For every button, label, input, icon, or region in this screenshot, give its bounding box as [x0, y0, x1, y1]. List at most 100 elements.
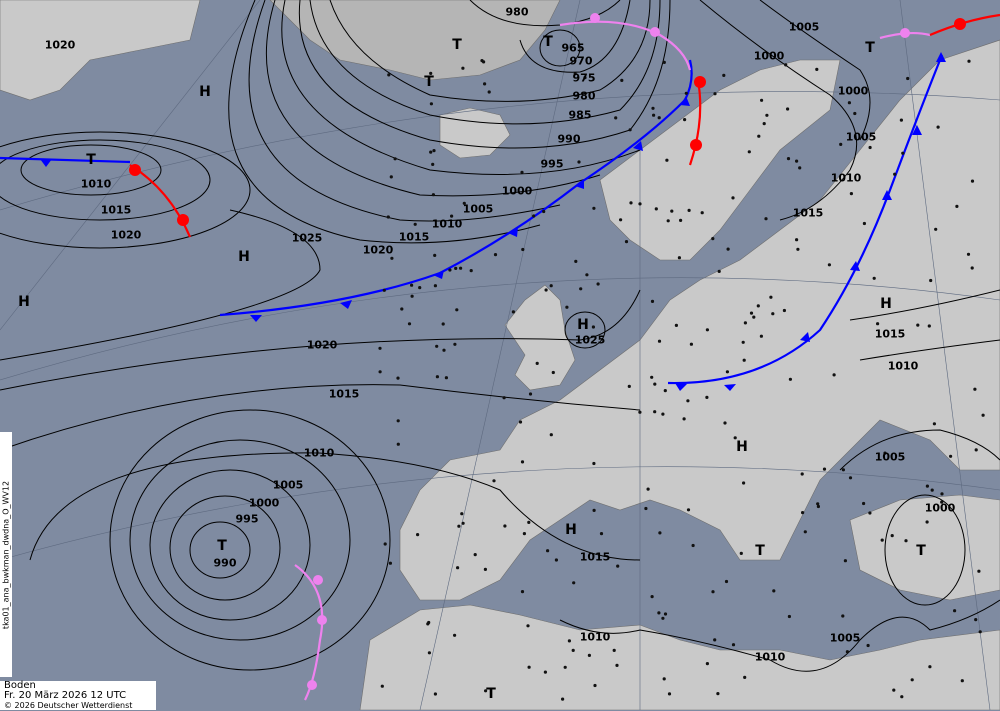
station-marker — [772, 589, 776, 593]
isobar — [228, 0, 541, 244]
station-marker — [542, 209, 546, 214]
station-marker — [973, 387, 977, 391]
station-marker — [577, 160, 581, 164]
isobar-label: 1005 — [874, 450, 906, 464]
station-marker — [742, 481, 746, 485]
station-marker — [841, 614, 845, 618]
station-marker — [955, 204, 959, 208]
low-pressure-center: T — [452, 37, 462, 53]
station-marker — [936, 125, 940, 129]
station-marker — [868, 511, 872, 515]
isobar-label: 1000 — [753, 49, 785, 63]
station-marker — [426, 622, 430, 626]
station-marker — [628, 128, 632, 132]
station-marker — [662, 677, 666, 681]
station-marker — [431, 193, 435, 197]
isobar-label: 1000 — [501, 184, 533, 198]
station-marker — [743, 675, 747, 680]
station-marker — [591, 325, 596, 329]
station-marker — [716, 692, 720, 696]
station-marker — [687, 208, 691, 212]
station-marker — [679, 218, 683, 222]
station-marker — [383, 542, 387, 546]
valid-time: Fr. 20 März 2026 12 UTC — [4, 690, 127, 701]
station-marker — [653, 410, 657, 414]
station-marker — [974, 618, 978, 622]
station-marker — [927, 324, 931, 328]
station-marker — [929, 278, 933, 283]
station-marker — [543, 670, 548, 674]
isobar — [20, 144, 162, 196]
station-marker — [800, 472, 804, 476]
station-marker — [520, 170, 524, 174]
turkey — [849, 494, 1000, 601]
isobar — [329, 0, 651, 102]
iceland — [439, 107, 511, 159]
station-marker — [711, 590, 715, 594]
station-marker — [848, 476, 853, 480]
station-marker — [432, 149, 436, 153]
station-marker — [502, 396, 506, 400]
station-marker — [953, 609, 957, 613]
station-marker — [612, 648, 616, 653]
station-marker — [853, 111, 857, 116]
copyright: © 2026 Deutscher Wetterdienst — [4, 701, 133, 710]
station-marker — [843, 559, 848, 563]
isobar — [109, 409, 391, 671]
station-marker — [444, 376, 448, 380]
station-marker — [711, 237, 715, 241]
product-code-strip: tka01_ana_bwkman_dwdna_O_WV12 — [0, 432, 12, 677]
station-marker — [899, 118, 904, 122]
station-marker — [717, 269, 721, 273]
station-marker — [940, 500, 944, 504]
station-marker — [460, 512, 464, 516]
station-marker — [866, 643, 870, 648]
station-marker — [482, 60, 486, 64]
station-marker — [677, 256, 682, 260]
station-marker — [638, 410, 642, 414]
station-marker — [393, 157, 397, 161]
station-marker — [733, 436, 737, 440]
high-pressure-center: H — [238, 249, 250, 265]
station-marker — [522, 532, 527, 536]
station-marker — [483, 567, 487, 572]
station-marker — [528, 392, 533, 396]
station-marker — [925, 520, 929, 524]
station-marker — [661, 616, 665, 620]
station-marker — [378, 346, 382, 350]
station-marker — [977, 569, 981, 573]
station-marker — [532, 214, 536, 218]
station-marker — [427, 651, 431, 655]
station-marker — [469, 269, 473, 273]
station-marker — [667, 692, 672, 696]
isobar-label: 1010 — [579, 630, 611, 644]
isobar — [298, 0, 671, 149]
station-marker — [661, 412, 665, 416]
station-marker — [410, 294, 414, 298]
station-marker — [573, 72, 577, 76]
low-pressure-center: T — [86, 152, 96, 168]
isobar-label: 985 — [568, 108, 592, 122]
station-marker — [684, 91, 688, 95]
station-marker — [666, 219, 670, 223]
station-marker — [654, 207, 658, 211]
isobar-label: 1005 — [829, 631, 861, 645]
station-marker — [527, 520, 531, 525]
station-marker — [662, 60, 666, 64]
station-marker — [435, 375, 439, 379]
isobar-label: 990 — [557, 132, 581, 146]
station-marker — [592, 206, 596, 210]
station-marker — [981, 413, 985, 417]
station-marker — [544, 288, 548, 292]
station-marker — [815, 67, 819, 71]
isobar — [884, 494, 966, 606]
isobar-label: 1005 — [788, 20, 820, 34]
isobar-label: 1020 — [110, 228, 142, 242]
isobar — [0, 139, 211, 221]
station-marker — [822, 467, 827, 471]
isobar — [564, 311, 606, 349]
station-marker — [583, 76, 587, 80]
station-marker — [390, 256, 394, 260]
station-marker — [615, 663, 619, 668]
isobar — [29, 452, 641, 561]
